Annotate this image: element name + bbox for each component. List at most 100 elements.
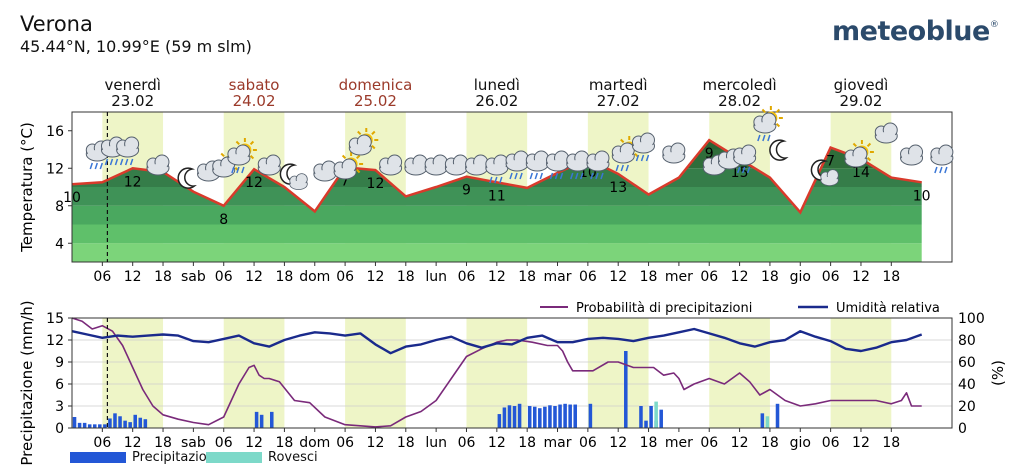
x-tick-label: 18: [275, 269, 293, 285]
x-tick-label: 06: [579, 269, 597, 285]
x-tick-label: 12: [731, 435, 749, 451]
precipitation-bar: [502, 407, 507, 428]
x-tick-label: 12: [367, 435, 385, 451]
rain-drop: [114, 158, 119, 166]
precipitation-bar: [507, 405, 512, 428]
rain-drop: [94, 162, 98, 170]
cloud-icon: [348, 134, 372, 156]
showers-swatch: [206, 452, 262, 463]
x-tick-label: 12: [245, 435, 263, 451]
pct-y-tick-label: 40: [958, 377, 976, 393]
legend-precipitation: Precipitazione: [70, 450, 223, 465]
rain-drop: [89, 162, 93, 170]
pct-y-tick-label: 60: [958, 355, 976, 371]
day-date: 25.02: [354, 92, 397, 110]
rain-drop: [124, 158, 129, 166]
x-tick-label: 18: [154, 435, 172, 451]
temperature-panel: 4 8 12 16 Temperatura (°C) 10 12 8 12 7 12 9 11 10 13 9…: [18, 106, 954, 451]
x-tick-label: gio: [790, 435, 811, 451]
rain-drop: [494, 176, 498, 184]
precipitation-bar: [497, 414, 502, 428]
x-tick-label: 12: [488, 269, 506, 285]
x-tick-label: 06: [215, 435, 233, 451]
x-tick-label: 06: [458, 269, 476, 285]
temperature-line: [71, 138, 922, 215]
rain-drop: [600, 172, 604, 180]
rain-drop: [944, 166, 948, 174]
rain-drop: [625, 164, 629, 172]
rain-drop: [741, 166, 746, 174]
showers-legend-label: Rovesci: [268, 450, 318, 465]
rain-drop: [231, 166, 235, 174]
precipitation-bar: [133, 414, 137, 428]
cloud-icon: [930, 144, 954, 166]
temp-annotation: 10: [63, 190, 81, 206]
cloud-icon: [404, 154, 428, 176]
precipitation-bar: [138, 417, 143, 428]
cloud-icon: [444, 154, 468, 176]
precipitation-bar: [553, 406, 557, 428]
cloud-icon: [227, 144, 251, 166]
day-date: 28.02: [718, 92, 761, 110]
meteoblue-logo[interactable]: meteoblue®: [832, 16, 999, 47]
x-tick-label: 06: [336, 269, 354, 285]
precipitation-swatch: [70, 452, 126, 463]
humidity-legend-label: Umidità relativa: [836, 301, 940, 316]
pct-axis-label: (%): [989, 360, 1007, 386]
cloud-icon: [900, 144, 924, 166]
cloud-icon: [820, 169, 839, 187]
day-date: 24.02: [233, 92, 276, 110]
rain-drop: [241, 166, 245, 174]
precip-frame: [71, 317, 953, 429]
rain-drop: [575, 172, 579, 180]
precipitation-bar: [527, 406, 532, 428]
temperature-band: [72, 187, 922, 206]
pct-y-tick-label: 100: [958, 311, 985, 327]
rain-drop: [554, 172, 559, 180]
x-tick-label: 18: [761, 269, 779, 285]
precipitation-bar: [128, 422, 132, 428]
cloud-icon: [874, 122, 898, 144]
rain-drop: [109, 158, 114, 166]
temp-y-tick-label: 12: [46, 161, 64, 177]
pct-y-tick-label: 80: [958, 333, 976, 349]
x-tick-label: 12: [731, 269, 749, 285]
x-tick-label: 12: [124, 269, 142, 285]
precip-y-tick-label: 0: [55, 421, 64, 437]
x-tick-label: 12: [609, 269, 627, 285]
precipitation-panel: 0 3 6 9 12 15 0 20 40 60 80 100 Precipitazione (mm/h…: [18, 300, 1007, 465]
day-name: sabato: [229, 76, 280, 94]
rain-drop: [595, 172, 599, 180]
x-tick-label: 06: [215, 269, 233, 285]
x-tick-label: 18: [275, 435, 293, 451]
day-name: giovedì: [834, 76, 889, 94]
cloud-icon: [844, 146, 868, 168]
day-date: 26.02: [475, 92, 518, 110]
temp-annotation: 8: [219, 212, 228, 228]
precipitation-bar: [563, 403, 567, 428]
rain-drop: [499, 176, 503, 184]
x-tick-label: 12: [609, 435, 627, 451]
x-tick-label: mer: [665, 435, 693, 451]
rain-drop: [934, 166, 938, 174]
x-tick-label: mar: [544, 269, 572, 285]
x-tick-label: mar: [544, 435, 572, 451]
rain-drop: [645, 154, 650, 162]
x-tick-label: 18: [154, 269, 172, 285]
rain-drop: [570, 172, 574, 180]
x-tick-label: 12: [245, 269, 263, 285]
temp-axis-label: Temperatura (°C): [18, 122, 36, 253]
x-tick-label: 06: [336, 435, 354, 451]
day-date: 27.02: [597, 92, 640, 110]
precip-y-tick-label: 6: [55, 377, 64, 393]
showers-bar: [765, 416, 770, 428]
x-tick-label: dom: [299, 269, 330, 285]
x-tick-label: 06: [93, 269, 111, 285]
cloud-icon: [333, 158, 357, 180]
day-name: domenica: [339, 76, 413, 94]
rain-drop: [514, 172, 518, 180]
daylight-shade: [345, 318, 406, 428]
cloud-icon: [631, 132, 655, 154]
